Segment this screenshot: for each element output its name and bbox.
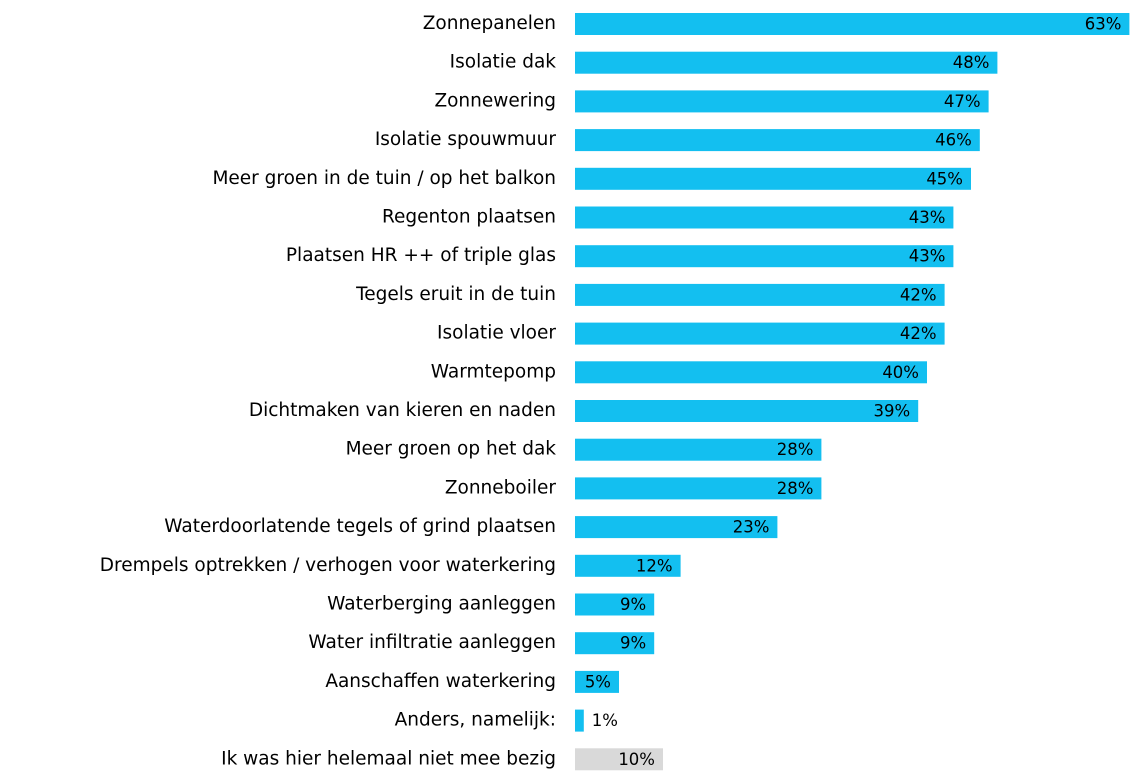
- value-label: 42%: [900, 324, 937, 343]
- bar: [575, 477, 822, 500]
- bar: [575, 13, 1130, 35]
- category-label: Plaatsen HR ++ of triple glas: [286, 245, 556, 266]
- value-label: 47%: [944, 92, 981, 111]
- category-label: Warmtepomp: [431, 361, 556, 382]
- bar: [575, 245, 954, 268]
- bar: [575, 206, 954, 229]
- bar: [575, 438, 822, 461]
- category-label: Zonneboiler: [445, 477, 557, 498]
- bar: [575, 51, 998, 74]
- bar: [575, 670, 619, 693]
- category-label: Waterberging aanleggen: [327, 594, 556, 615]
- category-label: Zonnewering: [434, 90, 556, 111]
- value-label: 63%: [1085, 15, 1122, 34]
- category-label: Ik was hier helemaal niet mee bezig: [221, 748, 556, 769]
- bar: [575, 554, 681, 577]
- category-label: Dichtmaken van kieren en naden: [249, 400, 556, 421]
- bar: [575, 283, 945, 306]
- value-label: 5%: [585, 672, 611, 691]
- category-label: Water infiltratie aanleggen: [308, 632, 556, 653]
- bar: [575, 709, 584, 732]
- category-label: Zonnepanelen: [423, 13, 556, 34]
- category-label: Aanschaffen waterkering: [325, 671, 556, 692]
- value-label: 28%: [777, 479, 814, 498]
- bar: [575, 361, 927, 384]
- value-label: 39%: [874, 402, 911, 421]
- category-label: Meer groen in de tuin / op het balkon: [212, 168, 556, 189]
- category-label: Meer groen op het dak: [346, 439, 557, 460]
- value-label: 46%: [935, 131, 972, 150]
- category-label: Anders, namelijk:: [395, 710, 556, 731]
- bar: [575, 593, 655, 616]
- bar: [575, 167, 971, 190]
- value-label: 28%: [777, 440, 814, 459]
- bar: [575, 129, 980, 152]
- bar: [575, 90, 989, 113]
- value-label: 12%: [636, 556, 673, 575]
- bar: [575, 322, 945, 345]
- category-label: Isolatie spouwmuur: [375, 129, 557, 150]
- value-label: 9%: [620, 595, 646, 614]
- bar: [575, 632, 655, 655]
- value-label: 45%: [926, 169, 963, 188]
- value-label: 9%: [620, 634, 646, 653]
- category-label: Regenton plaatsen: [382, 207, 556, 228]
- value-label: 23%: [733, 518, 770, 537]
- category-label: Tegels eruit in de tuin: [355, 284, 556, 305]
- value-label: 42%: [900, 285, 937, 304]
- category-label: Isolatie vloer: [437, 323, 556, 344]
- value-label: 40%: [882, 363, 919, 382]
- category-label: Isolatie dak: [450, 52, 557, 73]
- bar: [575, 516, 778, 539]
- category-label: Drempels optrekken / verhogen voor water…: [100, 555, 556, 576]
- bar: [575, 748, 663, 771]
- category-label: Waterdoorlatende tegels of grind plaatse…: [164, 516, 556, 537]
- bar: [575, 400, 919, 422]
- value-label: 43%: [909, 247, 946, 266]
- value-label: 1%: [592, 711, 618, 730]
- value-label: 48%: [953, 53, 990, 72]
- value-label: 10%: [618, 750, 655, 769]
- value-label: 43%: [909, 208, 946, 227]
